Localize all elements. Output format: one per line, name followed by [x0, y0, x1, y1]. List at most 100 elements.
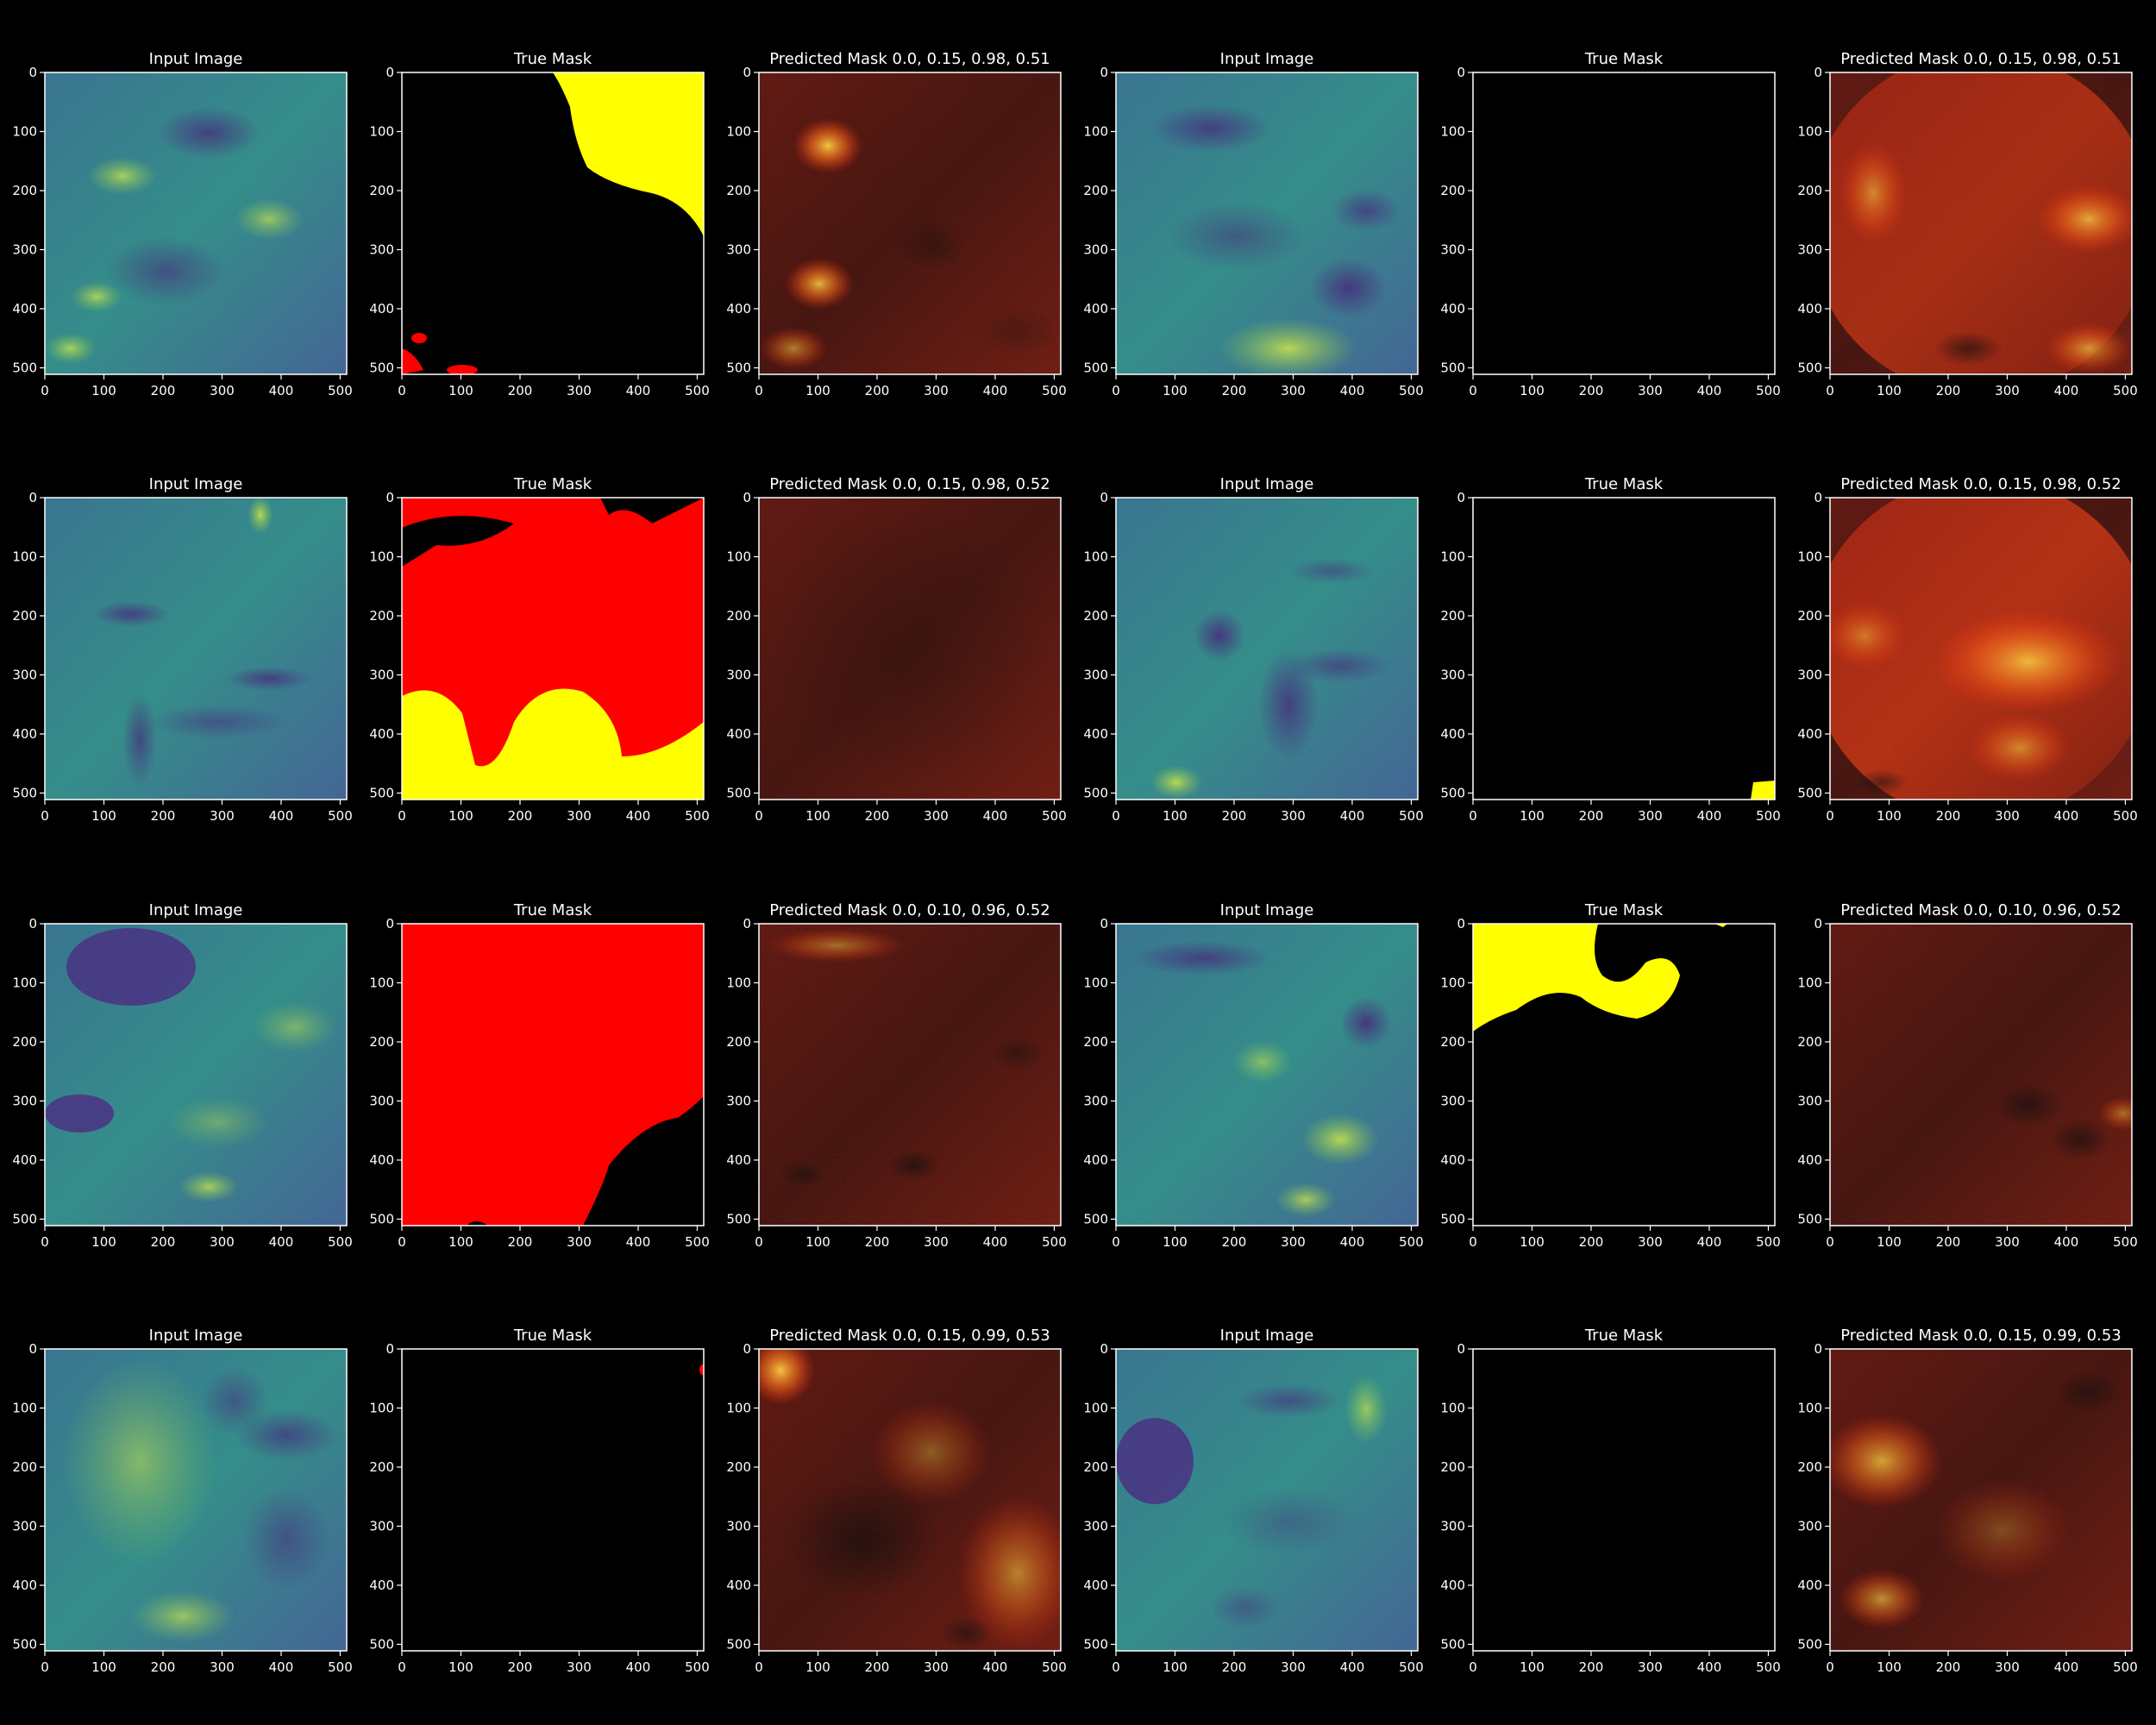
- x-tick-label: 500: [1756, 1659, 1781, 1675]
- y-tick-label: 500: [1083, 785, 1108, 800]
- x-tick-label: 100: [91, 1234, 116, 1250]
- y-tick-label: 200: [369, 608, 394, 624]
- x-tick-label: 300: [210, 383, 235, 398]
- axes-frame: [1115, 1348, 1419, 1652]
- x-tick-label: 400: [1340, 1234, 1365, 1250]
- x-tick-label: 300: [210, 1659, 235, 1675]
- panel-title: Input Image: [1220, 1327, 1314, 1345]
- x-tick-label: 0: [1826, 1659, 1834, 1675]
- y-tick-label: 0: [1100, 916, 1108, 932]
- x-tick-label: 300: [1281, 1659, 1306, 1675]
- y-tick-label: 0: [385, 490, 394, 505]
- true-mask-image: [402, 498, 704, 800]
- y-tick-label: 400: [1083, 1578, 1108, 1593]
- axes-frame: [1829, 497, 2133, 800]
- x-tick-label: 500: [1399, 383, 1424, 398]
- y-tick-label: 300: [369, 667, 394, 682]
- x-tick-label: 200: [1936, 808, 1961, 824]
- x-tick-label: 300: [567, 383, 592, 398]
- y-tick-label: 100: [1440, 123, 1465, 139]
- y-tick-label: 100: [726, 975, 751, 990]
- panel-title: Predicted Mask 0.0, 0.15, 0.98, 0.51: [1840, 50, 2122, 68]
- x-tick-label: 300: [210, 1234, 235, 1250]
- x-tick-label: 300: [1638, 383, 1663, 398]
- x-tick-label: 100: [448, 808, 473, 824]
- y-tick-label: 200: [726, 1034, 751, 1050]
- x-tick-label: 300: [924, 1234, 949, 1250]
- x-tick-label: 400: [1697, 383, 1722, 398]
- panel-title: Input Image: [149, 475, 243, 493]
- true-mask-image: [1473, 498, 1775, 800]
- y-tick-label: 0: [743, 1341, 751, 1357]
- x-tick-label: 200: [508, 808, 533, 824]
- y-tick-label: 500: [1083, 360, 1108, 375]
- y-tick-label: 0: [1814, 1341, 1822, 1357]
- input-image: [45, 498, 347, 800]
- panel-true-mask: True Mask 0 0 100 100 200 200 300 300 400 400 500 50…: [369, 901, 709, 1250]
- predicted-image: [759, 1349, 1061, 1651]
- y-tick-label: 0: [1814, 490, 1822, 505]
- y-tick-label: 500: [369, 1636, 394, 1652]
- x-tick-label: 200: [508, 1234, 533, 1250]
- x-tick-label: 500: [2113, 808, 2138, 824]
- x-tick-label: 400: [1340, 1659, 1365, 1675]
- x-tick-label: 300: [1995, 808, 2020, 824]
- y-tick-label: 300: [1440, 1093, 1465, 1108]
- panel-title: Predicted Mask 0.0, 0.15, 0.99, 0.53: [1840, 1327, 2122, 1345]
- y-tick-label: 500: [726, 1211, 751, 1226]
- x-tick-label: 200: [151, 808, 176, 824]
- y-tick-label: 200: [726, 1459, 751, 1475]
- y-tick-label: 300: [369, 1518, 394, 1534]
- x-tick-label: 300: [1995, 1659, 2020, 1675]
- x-tick-label: 400: [2054, 808, 2079, 824]
- true-mask-image: [1473, 72, 1775, 374]
- y-tick-label: 0: [385, 65, 394, 80]
- panel-input: Input Image 0 0 100 100 200 200 300 300 400 400 500…: [12, 475, 352, 824]
- y-tick-label: 200: [1797, 183, 1822, 198]
- mask-region: [447, 365, 478, 374]
- x-tick-label: 0: [755, 383, 763, 398]
- y-tick-label: 400: [12, 301, 37, 317]
- input-image: [1116, 924, 1418, 1226]
- y-tick-label: 100: [726, 123, 751, 139]
- panel-title: Input Image: [149, 1327, 243, 1345]
- x-tick-label: 400: [626, 1659, 651, 1675]
- mask-region: [553, 72, 704, 236]
- y-tick-label: 500: [369, 360, 394, 375]
- x-tick-label: 100: [91, 383, 116, 398]
- y-tick-label: 200: [1083, 608, 1108, 624]
- y-tick-label: 200: [369, 1459, 394, 1475]
- y-tick-label: 100: [1083, 123, 1108, 139]
- x-tick-label: 300: [924, 1659, 949, 1675]
- y-tick-label: 100: [1083, 549, 1108, 564]
- x-tick-label: 500: [685, 808, 710, 824]
- y-tick-label: 300: [12, 1518, 37, 1534]
- mask-region: [583, 1096, 704, 1226]
- x-tick-label: 200: [151, 383, 176, 398]
- true-mask-image: [402, 72, 704, 374]
- x-tick-label: 100: [1520, 808, 1545, 824]
- panel-true-mask: True Mask 0 0 100 100 200 200 300 300 400 400 500 50…: [369, 475, 709, 824]
- y-tick-label: 500: [12, 785, 37, 800]
- panel-title: Predicted Mask 0.0, 0.15, 0.98, 0.52: [769, 475, 1050, 493]
- panel-title: Input Image: [1220, 50, 1314, 68]
- x-tick-label: 500: [1399, 808, 1424, 824]
- x-tick-label: 100: [805, 1234, 830, 1250]
- panel-input: Input Image 0 0 100 100 200 200 300 300 400 400 500…: [1083, 50, 1423, 398]
- y-tick-label: 400: [726, 1578, 751, 1593]
- axes-frame: [1472, 72, 1776, 375]
- x-tick-label: 300: [1281, 808, 1306, 824]
- axes-frame: [1829, 1348, 2133, 1652]
- x-tick-label: 500: [1756, 383, 1781, 398]
- mask-region: [402, 516, 514, 567]
- mask-region: [1751, 781, 1775, 800]
- x-tick-label: 200: [1579, 383, 1604, 398]
- panel-title: True Mask: [513, 901, 592, 919]
- panel-title: Predicted Mask 0.0, 0.10, 0.96, 0.52: [1840, 901, 2122, 919]
- y-tick-label: 200: [12, 608, 37, 624]
- y-tick-label: 300: [1797, 242, 1822, 257]
- x-tick-label: 200: [1579, 1234, 1604, 1250]
- y-tick-label: 400: [369, 726, 394, 742]
- x-tick-label: 0: [398, 808, 406, 824]
- y-tick-label: 500: [1083, 1211, 1108, 1226]
